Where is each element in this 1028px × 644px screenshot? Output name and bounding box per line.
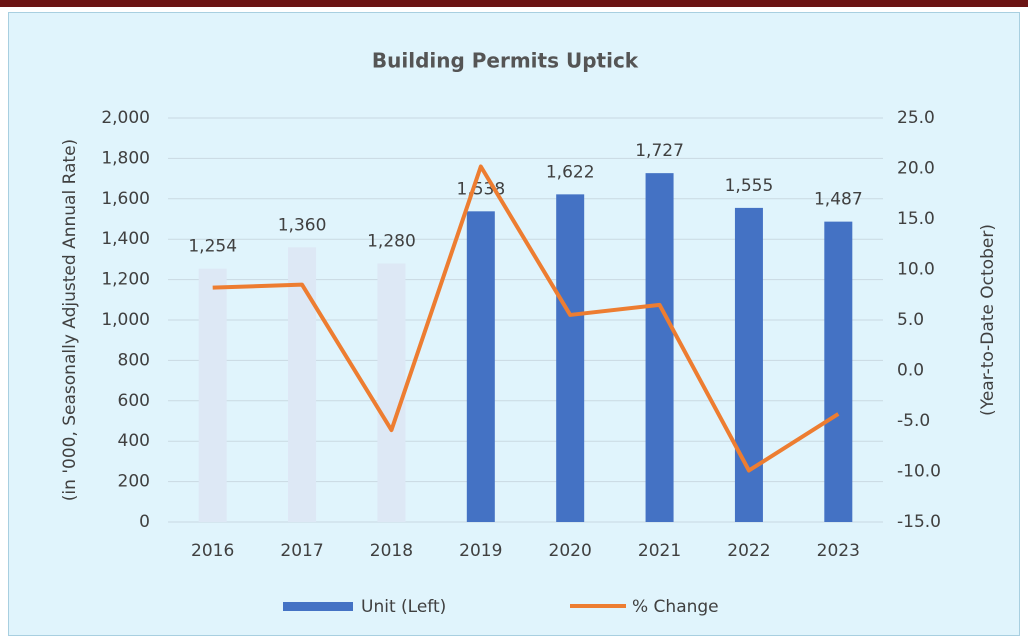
bar [377, 263, 406, 522]
x-tick-label: 2021 [638, 541, 681, 561]
y2-tick-label: 0.0 [897, 361, 924, 381]
x-tick-label: 2018 [370, 541, 413, 561]
legend-label: % Change [632, 597, 719, 617]
y2-tick-label: 15.0 [897, 209, 935, 229]
y2-tick-label: 10.0 [897, 260, 935, 280]
bar [645, 173, 674, 522]
y-tick-label: 200 [118, 472, 150, 492]
y2-tick-label: -5.0 [897, 411, 930, 431]
bar [198, 268, 227, 522]
legend-label: Unit (Left) [361, 597, 446, 617]
bar [824, 221, 853, 522]
x-tick-label: 2023 [817, 541, 860, 561]
bar [288, 247, 317, 522]
data-label: 1,622 [546, 162, 595, 182]
y-tick-label: 1,200 [101, 270, 150, 290]
y-tick-label: 400 [118, 431, 150, 451]
data-label: 1,360 [278, 215, 327, 235]
bar [734, 207, 763, 522]
panel [8, 12, 1020, 636]
y2-tick-label: -10.0 [897, 462, 941, 482]
x-tick-label: 2016 [191, 541, 234, 561]
y-tick-label: 0 [139, 512, 150, 532]
line [212, 164, 840, 473]
bar [466, 211, 495, 522]
data-label: 1,254 [188, 237, 237, 257]
y-tick-label: 1,000 [101, 310, 150, 330]
chart-title: Building Permits Uptick [372, 49, 639, 73]
data-label: 1,280 [367, 231, 416, 251]
y-tick-label: 1,400 [101, 229, 150, 249]
y-tick-label: 1,600 [101, 189, 150, 209]
data-label: 1,727 [635, 141, 684, 161]
x-tick-label: 2019 [459, 541, 502, 561]
data-label: 1,555 [725, 176, 774, 196]
y2-tick-label: 25.0 [897, 108, 935, 128]
data-label: 1,487 [814, 190, 863, 210]
y-tick-label: 600 [118, 391, 150, 411]
y2-tick-label: -15.0 [897, 512, 941, 532]
y2-axis-label: (Year-to-Date October) [978, 224, 998, 416]
legend-swatch [283, 602, 353, 611]
x-tick-label: 2022 [727, 541, 770, 561]
y-tick-label: 1,800 [101, 148, 150, 168]
x-tick-label: 2017 [280, 541, 323, 561]
top-bar [0, 0, 1028, 7]
y2-tick-label: 5.0 [897, 310, 924, 330]
y2-tick-label: 20.0 [897, 159, 935, 179]
y-axis-label: (in '000, Seasonally Adjusted Annual Rat… [60, 139, 80, 501]
x-tick-label: 2020 [549, 541, 592, 561]
y-tick-label: 2,000 [101, 108, 150, 128]
bar [556, 194, 585, 522]
y-tick-label: 800 [118, 350, 150, 370]
